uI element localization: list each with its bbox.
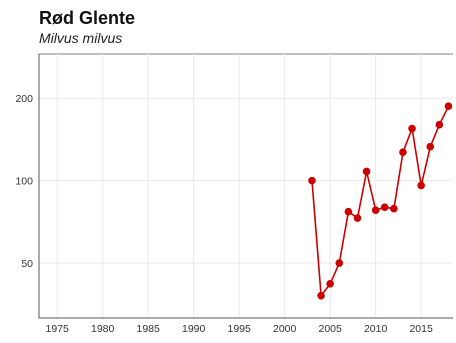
data-point <box>371 206 380 214</box>
data-point <box>380 203 389 211</box>
x-tick-label: 1975 <box>46 323 70 335</box>
data-point <box>317 291 325 300</box>
x-tick-label: 1985 <box>137 323 161 335</box>
series-line <box>311 105 450 297</box>
y-tick-label: 50 <box>21 258 33 270</box>
x-tick-label: 2010 <box>364 323 388 335</box>
x-tick-label: 2015 <box>409 323 433 335</box>
chart-title: Rød Glente <box>39 8 136 28</box>
y-tick-label: 100 <box>15 176 33 188</box>
x-tick-label: 1995 <box>227 323 251 335</box>
data-point <box>326 279 334 288</box>
x-tick-label: 1990 <box>182 323 206 335</box>
chart-subtitle: Milvus milvus <box>39 30 123 46</box>
data-point <box>335 259 344 267</box>
data-point <box>353 214 362 222</box>
data-point <box>435 120 444 129</box>
data-point <box>417 181 425 190</box>
data-point <box>362 167 371 176</box>
y-tick-label: 200 <box>15 93 33 105</box>
data-point <box>390 204 398 213</box>
data-point <box>426 142 435 151</box>
x-tick-label: 1980 <box>91 323 115 335</box>
data-point <box>308 176 316 185</box>
x-tick-label: 2000 <box>273 323 297 335</box>
data-point <box>444 102 453 110</box>
x-tick-label: 2005 <box>318 323 342 335</box>
data-point <box>399 148 407 156</box>
data-point <box>344 207 353 216</box>
data-point <box>408 124 416 133</box>
